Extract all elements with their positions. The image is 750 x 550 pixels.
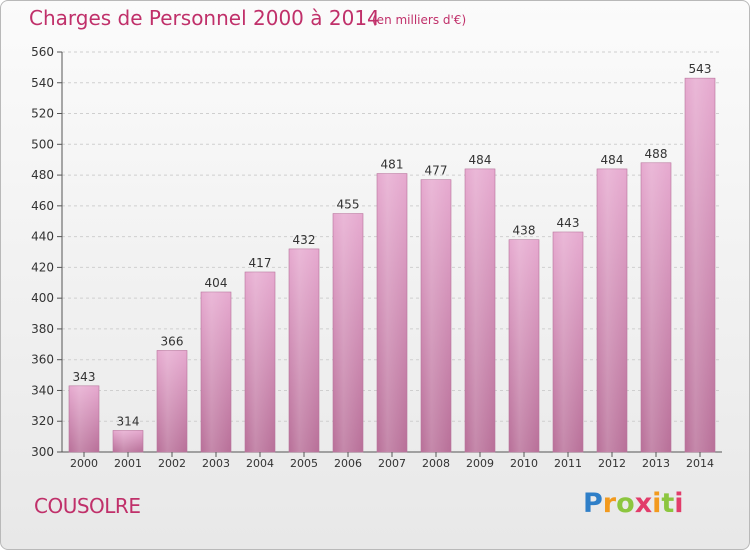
bar-highlight (421, 179, 451, 452)
x-tick-label: 2005 (290, 457, 318, 470)
bar-highlight (641, 162, 671, 452)
bar-highlight (553, 232, 583, 452)
x-tick-label: 2014 (686, 457, 714, 470)
bar-highlight (113, 430, 143, 452)
logo-letter: P (583, 488, 603, 519)
y-tick-label: 320 (31, 414, 54, 428)
x-tick-label: 2001 (114, 457, 142, 470)
bar-value-label: 343 (73, 370, 96, 384)
logo-letter: o (616, 488, 635, 519)
chart-title: Charges de Personnel 2000 à 2014 (29, 6, 380, 30)
bar-highlight (597, 168, 627, 452)
bar-highlight (685, 78, 715, 453)
proxiti-logo[interactable]: Proxiti (583, 488, 684, 519)
y-tick-label: 440 (31, 230, 54, 244)
bar-value-label: 417 (249, 256, 272, 270)
bar-highlight (333, 213, 363, 452)
bar-highlight (245, 272, 275, 452)
bar-value-label: 484 (469, 153, 492, 167)
bar-value-label: 481 (381, 158, 404, 172)
y-tick-label: 360 (31, 353, 54, 367)
bar-value-label: 484 (601, 153, 624, 167)
x-tick-label: 2006 (334, 457, 362, 470)
x-tick-label: 2003 (202, 457, 230, 470)
bar-highlight (509, 239, 539, 452)
bar-highlight (157, 350, 187, 452)
logo-letter: r (602, 488, 617, 519)
bar-highlight (289, 248, 319, 452)
y-tick-label: 300 (31, 445, 54, 459)
x-tick-label: 2002 (158, 457, 186, 470)
bar-highlight (465, 168, 495, 452)
y-tick-label: 540 (31, 76, 54, 90)
x-tick-label: 2009 (466, 457, 494, 470)
x-tick-label: 2008 (422, 457, 450, 470)
bar-value-label: 477 (425, 164, 448, 178)
x-tick-label: 2007 (378, 457, 406, 470)
y-tick-label: 500 (31, 137, 54, 151)
bar-value-label: 404 (205, 276, 228, 290)
x-tick-label: 2013 (642, 457, 670, 470)
logo-letter: x (634, 488, 653, 519)
y-tick-label: 420 (31, 260, 54, 274)
bar-value-label: 455 (337, 198, 360, 212)
y-tick-label: 520 (31, 107, 54, 121)
y-tick-label: 560 (31, 45, 54, 59)
x-tick-label: 2004 (246, 457, 274, 470)
bar-highlight (377, 173, 407, 453)
bar-value-label: 488 (645, 147, 668, 161)
logo-letter: i (652, 488, 662, 519)
y-tick-label: 340 (31, 383, 54, 397)
bar-value-label: 443 (557, 216, 580, 230)
logo-letter: t (661, 488, 675, 519)
commune-name: COUSOLRE (34, 494, 141, 518)
x-tick-label: 2011 (554, 457, 582, 470)
bar-highlight (201, 292, 231, 452)
logo-letter: i (674, 488, 684, 519)
bar-highlight (69, 385, 99, 452)
bar-value-label: 432 (293, 233, 316, 247)
bar-value-label: 314 (117, 414, 140, 428)
bar-value-label: 438 (513, 224, 536, 238)
x-tick-label: 2000 (70, 457, 98, 470)
y-tick-label: 460 (31, 199, 54, 213)
bar-value-label: 366 (161, 334, 184, 348)
x-tick-label: 2012 (598, 457, 626, 470)
chart-subtitle: (en milliers d'€) (372, 13, 467, 27)
x-tick-label: 2010 (510, 457, 538, 470)
bar-value-label: 543 (689, 62, 712, 76)
y-tick-label: 480 (31, 168, 54, 182)
y-tick-label: 380 (31, 322, 54, 336)
y-tick-label: 400 (31, 291, 54, 305)
